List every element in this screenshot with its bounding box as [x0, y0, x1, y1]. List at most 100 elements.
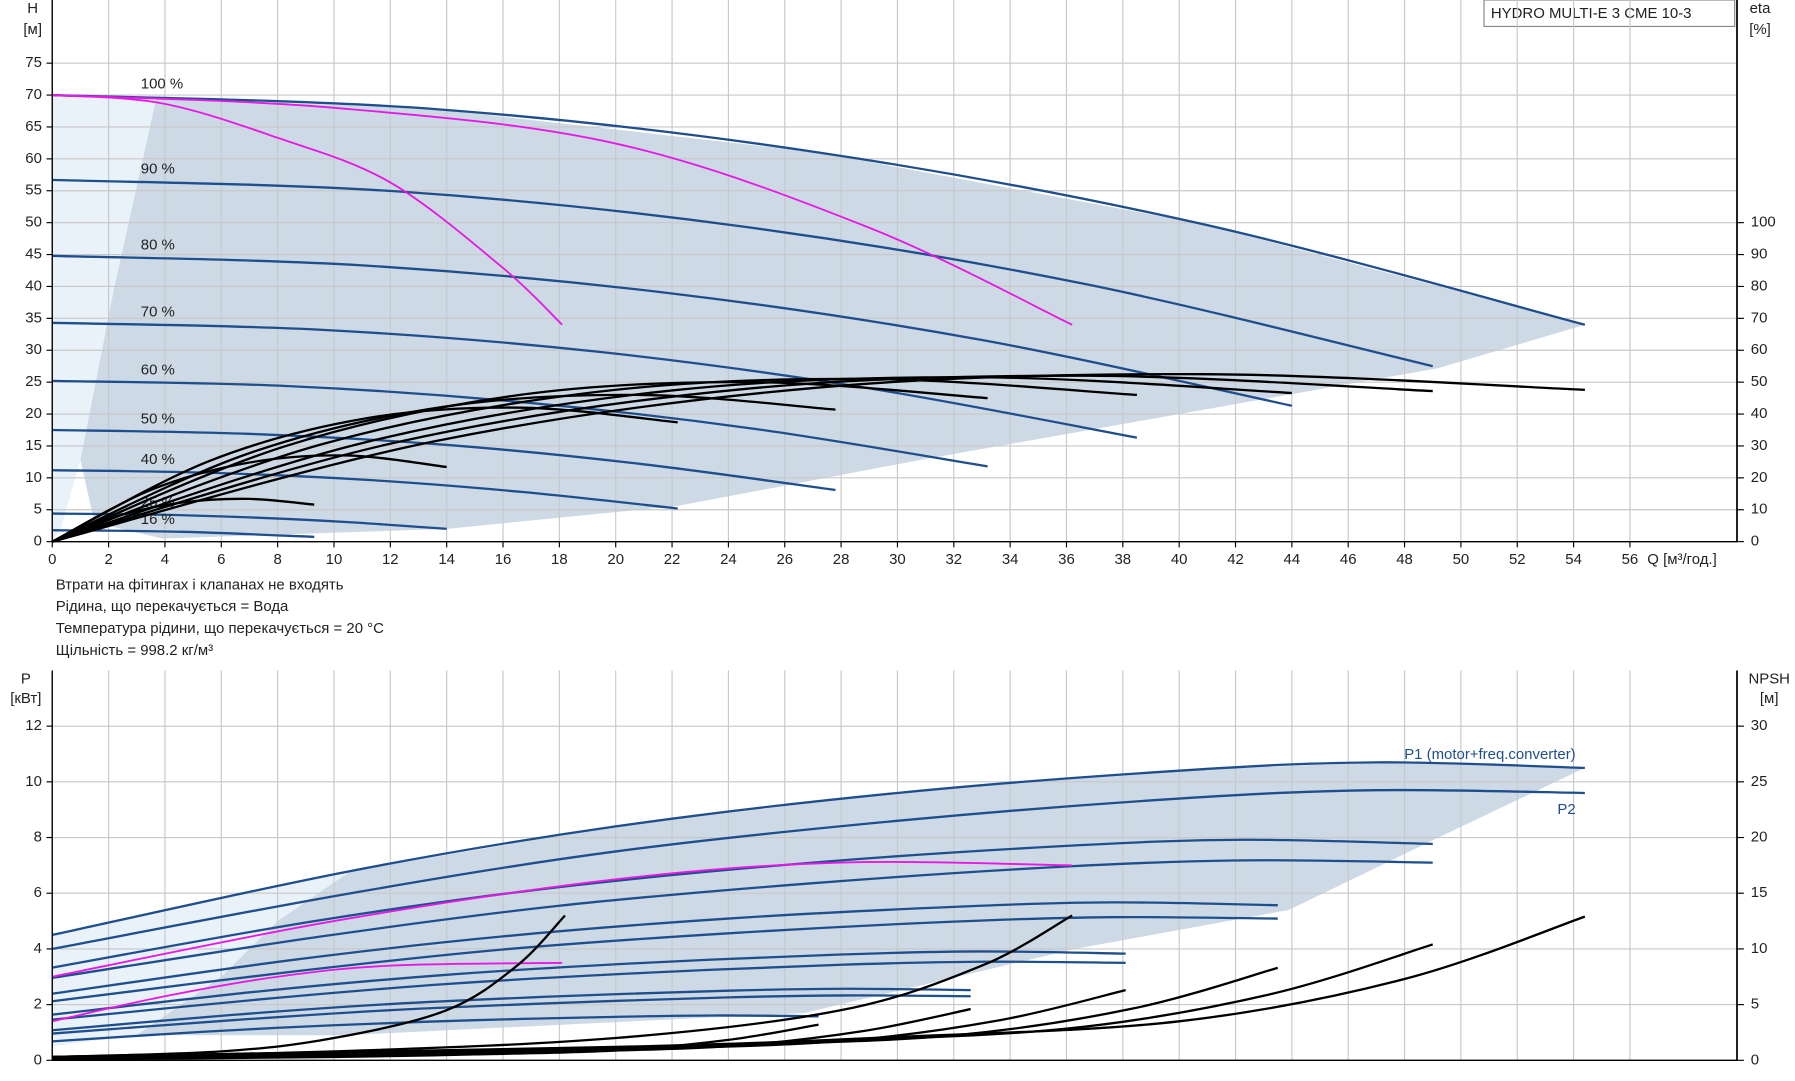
curve — [52, 178, 1433, 368]
secondary-curve — [51, 406, 678, 543]
y2-tick-label: 40 — [1751, 405, 1768, 422]
curve — [52, 901, 1278, 995]
x-tick-label: 42 — [1227, 551, 1244, 568]
secondary-curve — [51, 380, 988, 543]
y-tick-label: 4 — [34, 940, 42, 957]
curve — [52, 469, 678, 510]
series-label: P1 (motor+freq.converter) — [1404, 746, 1575, 763]
curve — [52, 987, 971, 1032]
chart-title: HYDRO MULTI-E 3 CME 10-3 — [1491, 5, 1692, 22]
curve — [52, 861, 1073, 978]
curve — [52, 994, 971, 1035]
y2-axis-unit: [м] — [1760, 690, 1779, 707]
y2-tick-label: 80 — [1751, 277, 1768, 294]
curve — [52, 94, 1073, 326]
series-label: 50 % — [141, 411, 175, 428]
series-label: 60 % — [141, 361, 175, 378]
y-tick-label: 50 — [25, 214, 42, 231]
y2-tick-label: 10 — [1751, 501, 1768, 518]
note: Температура рідини, що перекачується = 2… — [56, 620, 384, 637]
x-tick-label: 8 — [273, 551, 281, 568]
curve — [52, 1014, 819, 1043]
y-tick-label: 15 — [25, 437, 42, 454]
secondary-curve — [52, 914, 1073, 1059]
curve — [52, 321, 1138, 439]
secondary-curve — [51, 372, 1585, 543]
y-tick-label: 30 — [25, 341, 42, 358]
operating-area — [136, 762, 1585, 1036]
y2-tick-label: 30 — [1751, 437, 1768, 454]
y-tick-label: 55 — [25, 182, 42, 199]
y2-tick-label: 70 — [1751, 309, 1768, 326]
x-tick-label: 38 — [1115, 551, 1132, 568]
y-tick-label: 20 — [25, 405, 42, 422]
x-tick-label: 36 — [1058, 551, 1075, 568]
x-tick-label: 34 — [1002, 551, 1019, 568]
y-tick-label: 0 — [34, 533, 42, 550]
note: Рідина, що перекачується = Вода — [56, 598, 289, 615]
curve — [52, 950, 1126, 1016]
x-tick-label: 2 — [104, 551, 112, 568]
curve — [52, 761, 1585, 937]
x-tick-label: 26 — [776, 551, 793, 568]
secondary-curve — [51, 377, 1137, 543]
secondary-curve — [51, 376, 1292, 543]
y-tick-label: 6 — [34, 884, 42, 901]
x-tick-label: 0 — [48, 551, 56, 568]
y-tick-label: 12 — [25, 717, 42, 734]
y2-tick-label: 90 — [1751, 246, 1768, 263]
curve — [52, 93, 1586, 326]
y2-tick-label: 60 — [1751, 341, 1768, 358]
curve — [52, 254, 1293, 407]
y2-tick-label: 50 — [1751, 373, 1768, 390]
y2-tick-label: 15 — [1751, 884, 1768, 901]
x-tick-label: 16 — [495, 551, 512, 568]
curve — [52, 915, 1278, 1003]
y-tick-label: 75 — [25, 54, 42, 71]
y-tick-label: 10 — [25, 773, 42, 790]
secondary-curve — [51, 454, 447, 543]
series-label: P2 — [1557, 801, 1575, 818]
x-tick-label: 10 — [326, 551, 343, 568]
y-tick-label: 70 — [25, 86, 42, 103]
y-tick-label: 5 — [34, 501, 42, 518]
y2-tick-label: 20 — [1751, 469, 1768, 486]
x-tick-label: 14 — [438, 551, 455, 568]
y-axis-unit: [м] — [23, 21, 42, 38]
y2-axis-label: eta — [1750, 0, 1771, 17]
y2-tick-label: 5 — [1751, 996, 1759, 1013]
x-tick-label: 22 — [664, 551, 681, 568]
y-tick-label: 0 — [34, 1051, 42, 1068]
curve — [52, 94, 563, 326]
y-axis-label: P — [21, 671, 31, 688]
x-tick-label: 4 — [161, 551, 169, 568]
curve — [52, 961, 563, 1023]
x-tick-label: 32 — [945, 551, 962, 568]
x-axis-label: Q [м³/год.] — [1647, 551, 1716, 568]
y-axis-label: H — [27, 0, 38, 17]
operating-area — [52, 870, 351, 1047]
secondary-curve — [51, 497, 315, 543]
y-tick-label: 45 — [25, 246, 42, 263]
y-tick-label: 35 — [25, 309, 42, 326]
y-tick-label: 60 — [25, 150, 42, 167]
series-label: 80 % — [141, 236, 175, 253]
series-label: 90 % — [141, 161, 175, 178]
curve — [52, 960, 1126, 1021]
y2-tick-label: 10 — [1751, 940, 1768, 957]
y2-tick-label: 100 — [1751, 214, 1776, 231]
series-label: 100 % — [141, 76, 183, 93]
x-tick-label: 18 — [551, 551, 568, 568]
y2-axis-label: NPSH — [1748, 671, 1790, 688]
x-tick-label: 54 — [1565, 551, 1582, 568]
x-tick-label: 12 — [382, 551, 399, 568]
y-tick-label: 2 — [34, 996, 42, 1013]
secondary-curve — [52, 914, 566, 1059]
y2-tick-label: 20 — [1751, 828, 1768, 845]
y2-tick-label: 0 — [1751, 533, 1759, 550]
y-tick-label: 25 — [25, 373, 42, 390]
y2-tick-label: 25 — [1751, 773, 1768, 790]
y-tick-label: 10 — [25, 469, 42, 486]
